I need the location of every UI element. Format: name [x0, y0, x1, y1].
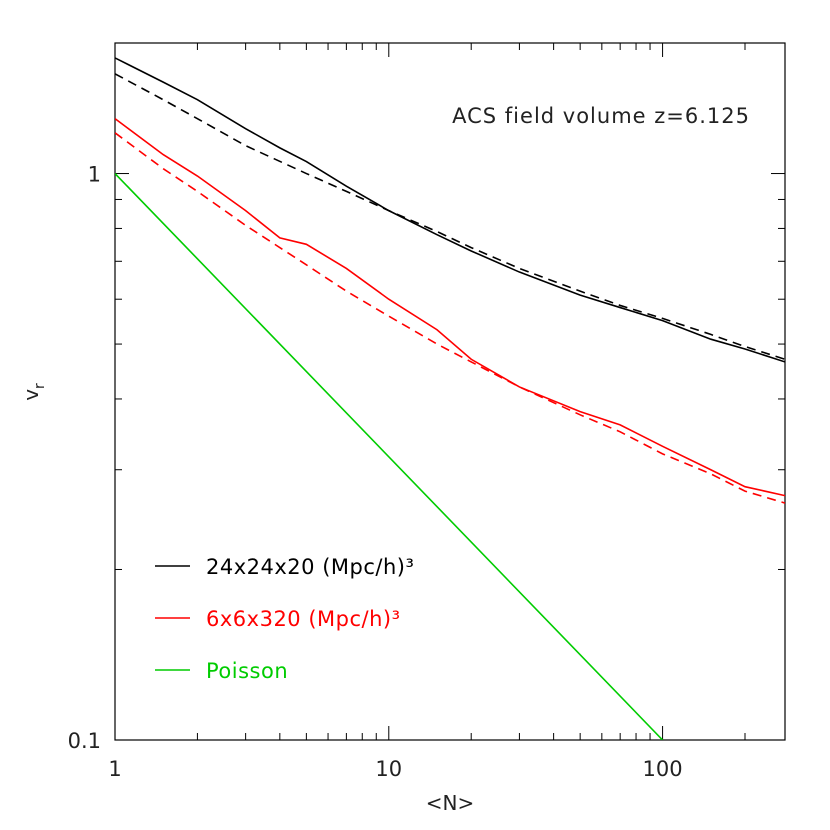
svg-text:vr: vr	[19, 383, 48, 401]
legend: 24x24x20 (Mpc/h)³ 6x6x320 (Mpc/h)³ Poisson	[155, 555, 414, 683]
y-axis-label: vr	[19, 383, 48, 401]
plot-frame	[114, 42, 786, 741]
series-line-1	[115, 57, 785, 363]
annotation-text: ACS field volume z=6.125	[452, 104, 750, 128]
x-axis-label: <N>	[426, 791, 474, 815]
legend-label: 6x6x320 (Mpc/h)³	[206, 607, 401, 631]
tick-labels: 1 10 100 0.1 1	[68, 163, 683, 781]
y-tick-label: 0.1	[68, 729, 101, 753]
y-tick-label: 1	[88, 163, 101, 187]
series-line-3	[115, 117, 785, 497]
series-group	[115, 57, 785, 740]
y-axis-label-subscript: r	[32, 383, 48, 389]
series-line-2	[115, 73, 785, 361]
series-line-4	[115, 132, 785, 504]
legend-label: Poisson	[206, 659, 288, 683]
x-tick-label: 10	[375, 757, 402, 781]
legend-label: 24x24x20 (Mpc/h)³	[206, 555, 414, 579]
x-tick-label: 1	[108, 757, 121, 781]
x-tick-label: 100	[643, 757, 683, 781]
series-line-5	[115, 172, 664, 740]
tick-marks	[114, 43, 785, 741]
y-axis-label-main: v	[19, 389, 43, 401]
